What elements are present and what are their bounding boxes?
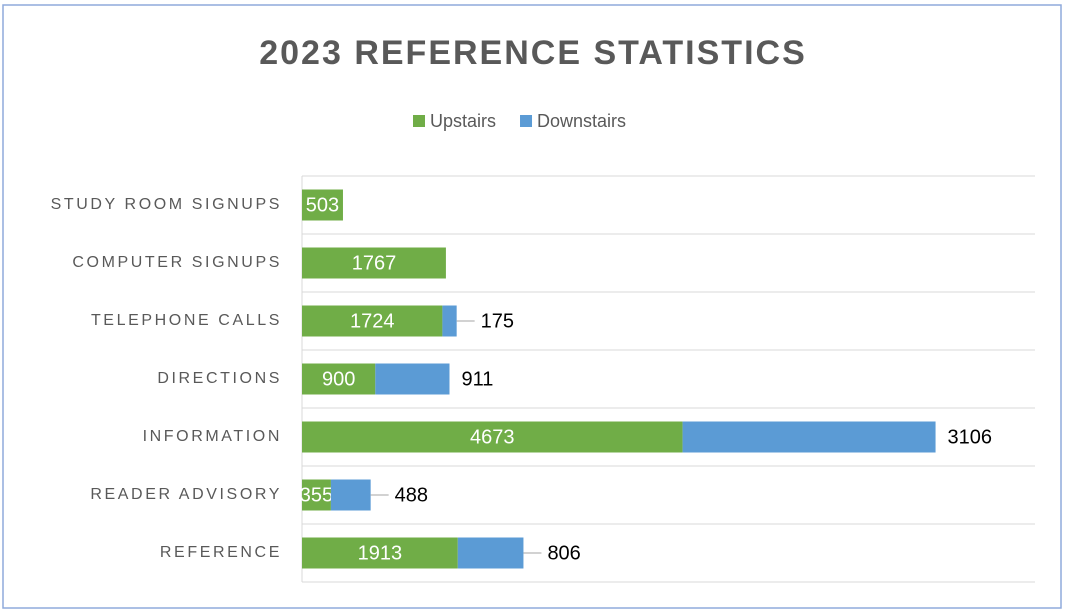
category-label: READER ADVISORY	[90, 486, 282, 503]
bar-segment	[457, 537, 524, 569]
category-label: DIRECTIONS	[157, 370, 282, 387]
bar-segment	[302, 479, 331, 511]
value-label: 900	[322, 368, 355, 390]
category-label: INFORMATION	[143, 428, 282, 445]
legend-label: Downstairs	[537, 111, 626, 131]
category-label: STUDY ROOM SIGNUPS	[51, 196, 282, 213]
value-label: 1913	[358, 542, 403, 564]
category-label: REFERENCE	[160, 544, 282, 561]
value-label: 806	[547, 542, 580, 564]
category-label: TELEPHONE CALLS	[91, 312, 282, 329]
bar-segment	[302, 421, 683, 453]
bar-segment	[302, 363, 376, 395]
chart-frame	[2, 4, 1062, 609]
bar-segment	[302, 189, 343, 221]
bar-segment	[302, 537, 458, 569]
bar-segment	[375, 363, 450, 395]
bar-segment	[682, 421, 936, 453]
value-label: 911	[461, 368, 493, 390]
value-label: 1724	[350, 310, 395, 332]
legend-swatch	[520, 115, 533, 127]
bar-segment	[302, 305, 443, 337]
chart-title: 2023 REFERENCE STATISTICS	[259, 34, 807, 72]
value-label: 3106	[948, 426, 993, 448]
value-label: 175	[481, 310, 514, 332]
value-label: 1767	[352, 252, 397, 274]
category-label: COMPUTER SIGNUPS	[72, 254, 282, 271]
bar-segment	[442, 305, 457, 337]
bar-segment	[302, 247, 446, 279]
value-label: 355	[300, 484, 333, 506]
legend-label: Upstairs	[430, 111, 496, 131]
value-label: 488	[395, 484, 428, 506]
bar-segment	[330, 479, 371, 511]
legend-swatch	[413, 115, 425, 127]
value-label: 503	[306, 194, 339, 216]
value-label: 4673	[470, 426, 515, 448]
